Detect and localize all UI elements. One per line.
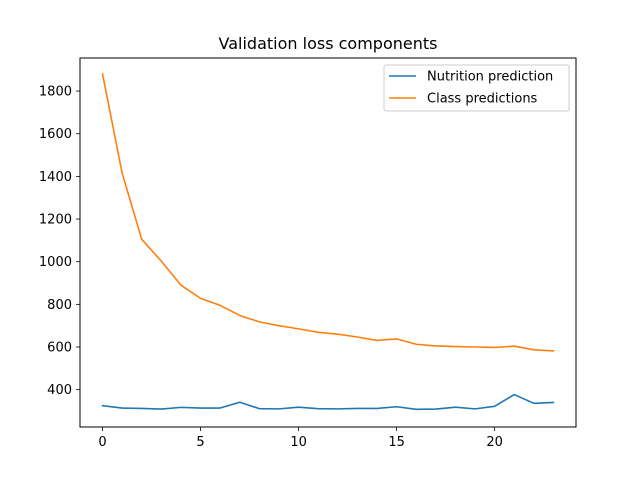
y-tick-label: 800 — [47, 298, 72, 313]
legend: Nutrition prediction Class predictions — [383, 64, 570, 112]
chart-title: Validation loss components — [219, 34, 438, 53]
legend-label-2: Class predictions — [427, 92, 538, 107]
plot-frame — [79, 57, 577, 428]
series-line-2 — [101, 73, 555, 352]
y-tick-label: 1000 — [39, 255, 72, 270]
axis-ticks: 0 5 10 15 20 400 600 800 1000 1200 1400 1600 1800 — [39, 85, 503, 450]
series-line-1 — [101, 393, 555, 411]
series-lines — [101, 73, 555, 411]
x-tick-label: 5 — [196, 435, 204, 450]
y-tick-label: 600 — [47, 341, 72, 356]
x-tick-label: 15 — [388, 435, 405, 450]
y-tick-label: 1200 — [39, 213, 72, 228]
x-tick-label: 10 — [290, 435, 307, 450]
y-tick-label: 1400 — [39, 170, 72, 185]
legend-box — [383, 64, 570, 112]
legend-label-1: Nutrition prediction — [427, 70, 553, 85]
y-tick-label: 1800 — [39, 85, 72, 100]
y-tick-label: 400 — [47, 383, 72, 398]
x-tick-label: 0 — [98, 435, 106, 450]
y-tick-label: 1600 — [39, 127, 72, 142]
x-tick-label: 20 — [486, 435, 503, 450]
